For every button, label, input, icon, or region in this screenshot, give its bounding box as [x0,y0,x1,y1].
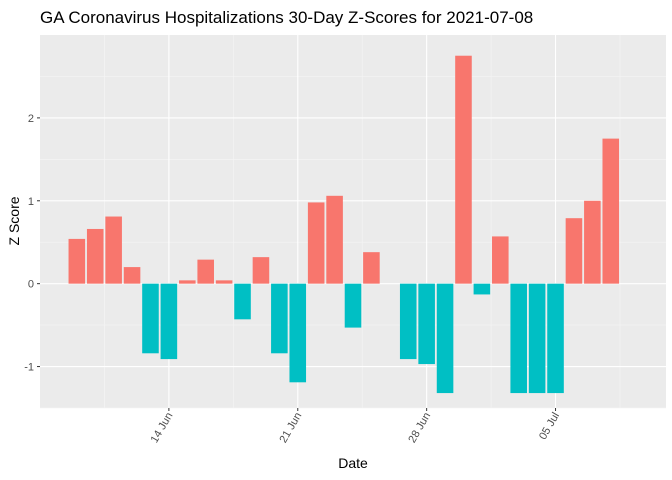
y-tick-label: -1 [24,362,34,374]
x-axis-title: Date [338,455,368,471]
x-axis: 14 Jun 21 Jun 28 Jun 05 Jul [149,408,562,446]
bar [68,238,86,284]
bar [215,280,233,284]
y-tick-label: 0 [28,279,34,291]
bar [197,259,214,284]
y-tick-label: 2 [28,113,34,125]
x-tick-label: 28 Jun [406,411,433,446]
x-tick-label: 14 Jun [149,411,176,446]
bar [142,283,159,354]
bar [436,283,454,394]
bar [105,216,122,284]
bar [326,195,343,284]
bar [492,236,509,284]
y-axis-title: Z Score [6,196,22,245]
bar [399,283,417,360]
bar [547,283,564,394]
y-tick-label: 1 [28,196,34,208]
chart-title: GA Coronavirus Hospitalizations 30-Day Z… [40,8,533,27]
bar [307,202,325,284]
x-tick-label: 05 Jul [537,411,562,442]
bar [271,283,288,354]
y-axis: -1 0 1 2 [24,113,40,374]
bar [160,283,178,360]
bar [473,283,491,295]
bar [510,283,527,394]
bar [252,257,270,284]
bar [584,200,601,284]
bar [528,283,546,394]
bar [234,283,251,320]
bar [344,283,362,328]
x-tick-label: 21 Jun [277,411,304,446]
bar [363,252,380,284]
bar [123,267,141,284]
bar [418,283,435,365]
bar [565,218,583,284]
bar [455,55,472,284]
bar [602,138,620,284]
bars-group [68,55,620,394]
bar [86,228,104,284]
bar [289,283,307,383]
bar [179,280,196,284]
